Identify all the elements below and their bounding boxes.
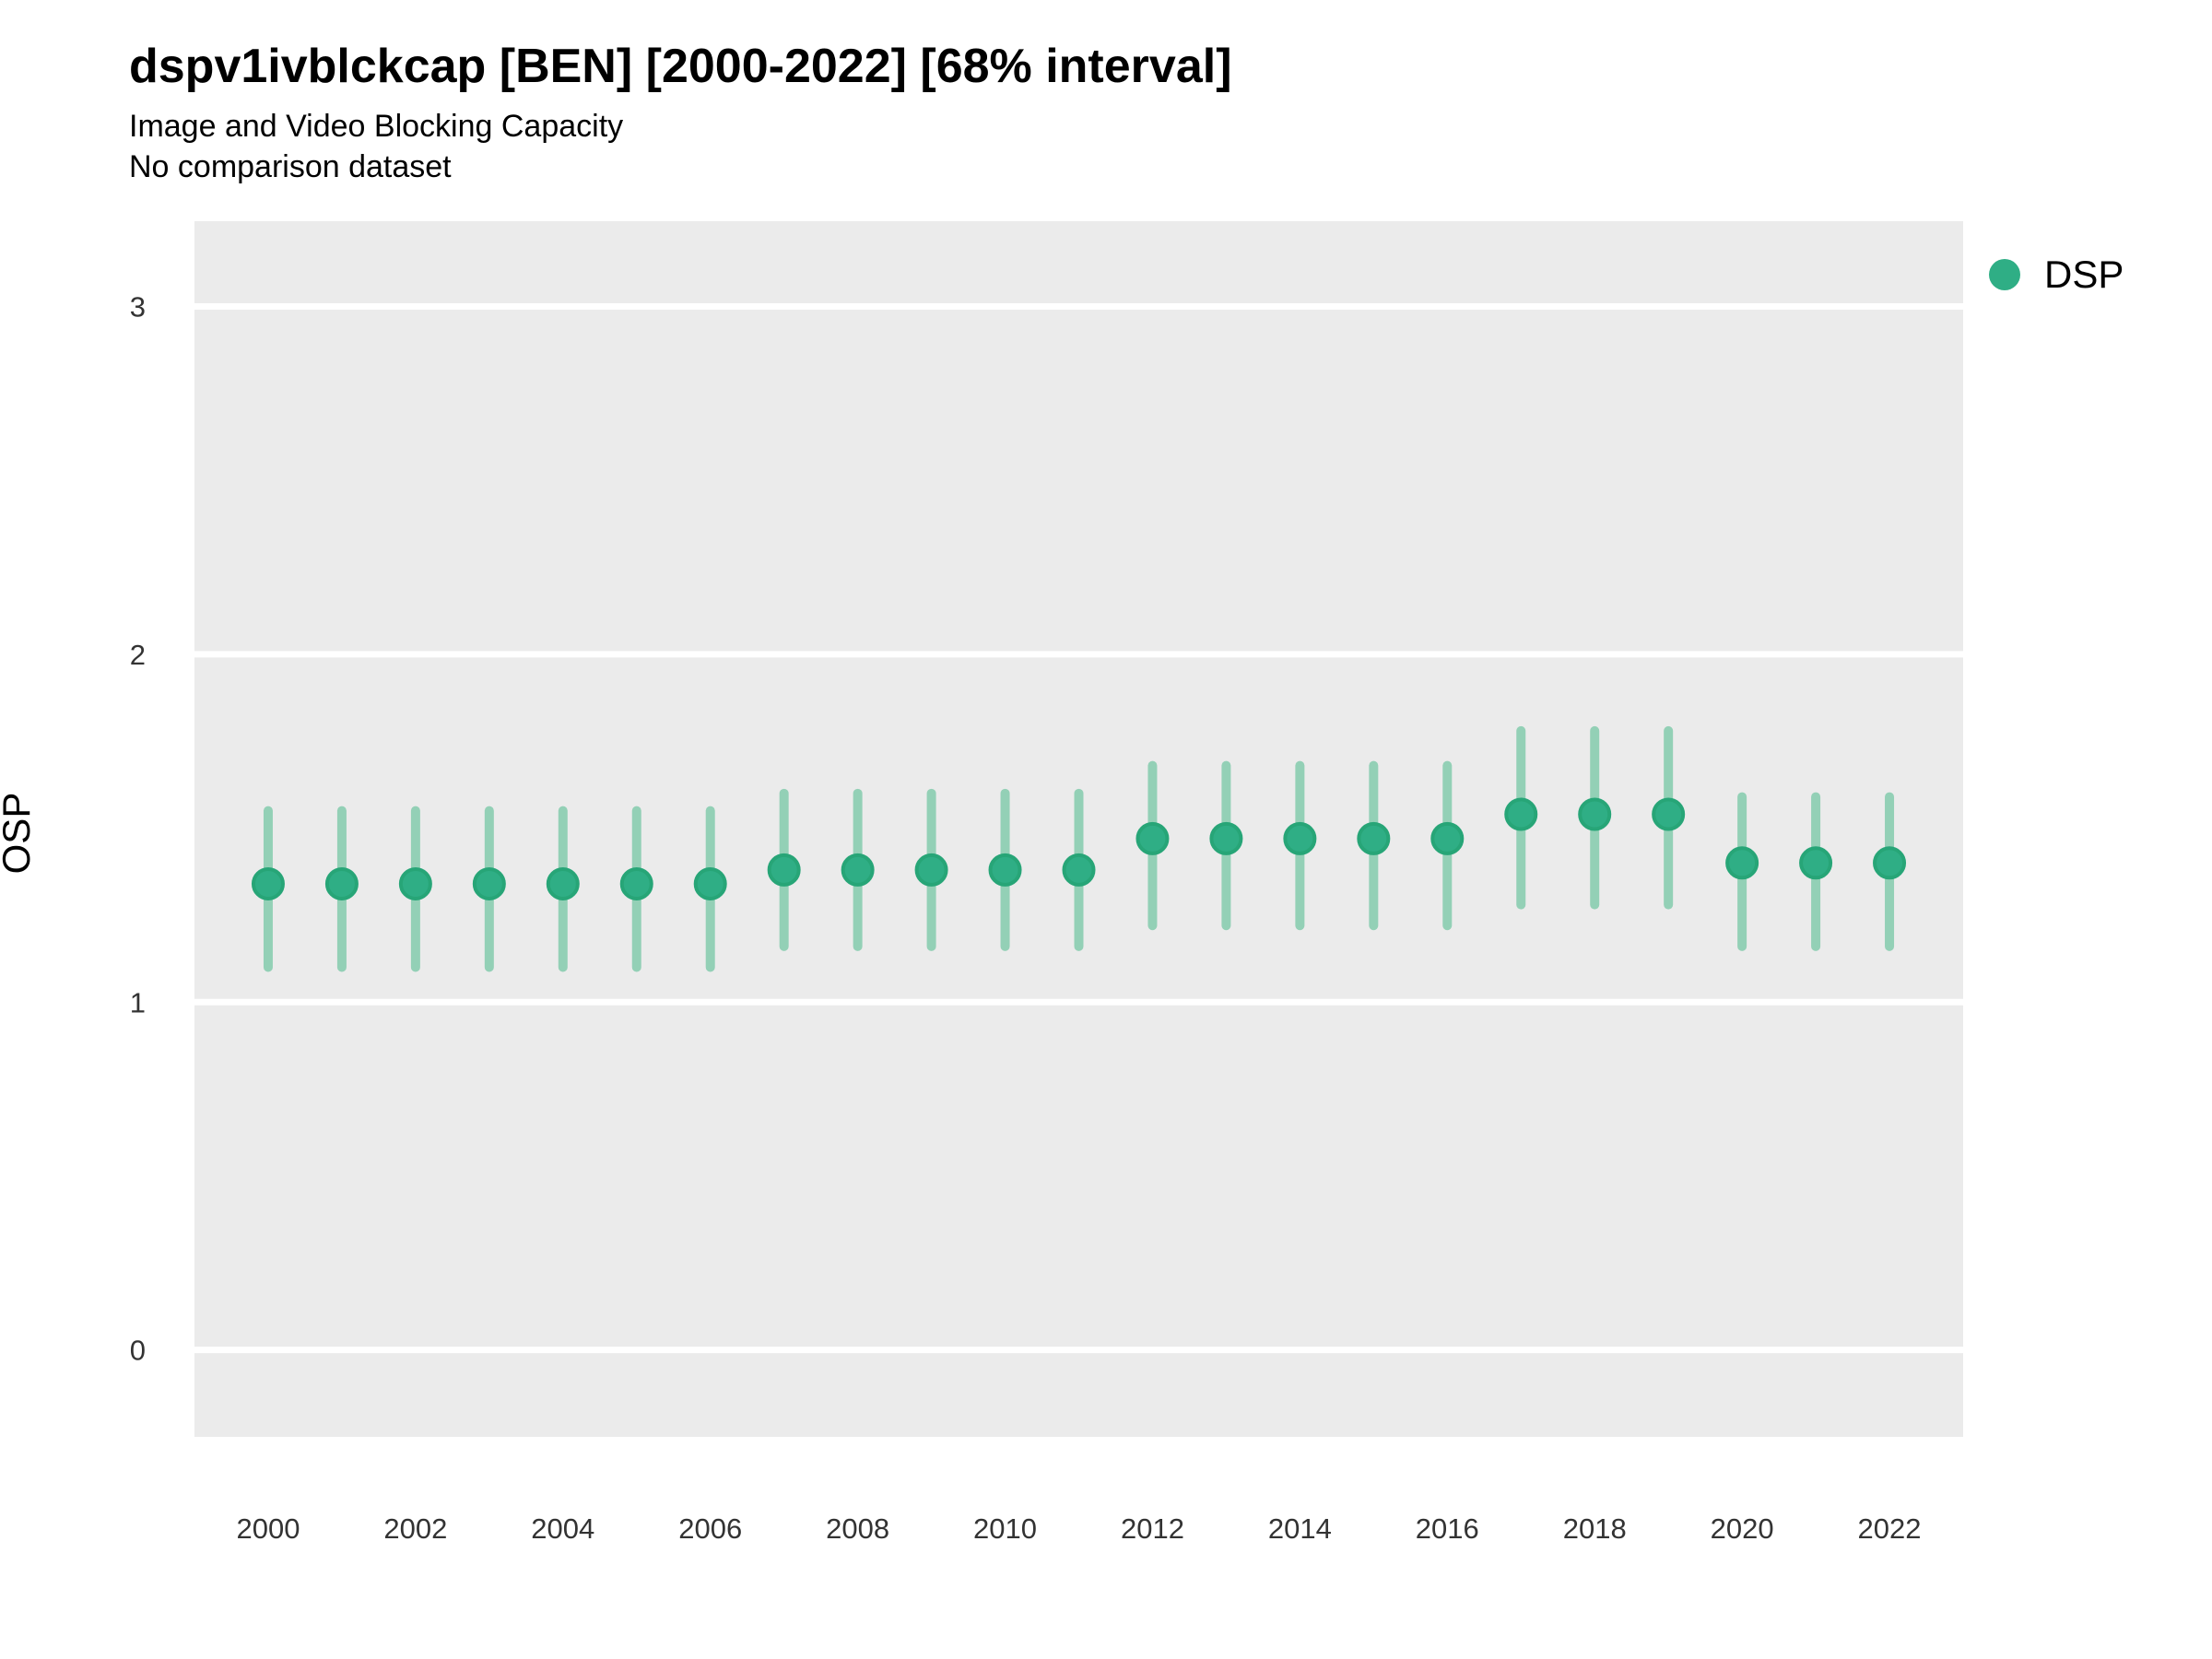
data-point-2010 [988,853,1022,887]
data-point-2014 [1283,821,1317,855]
chart-subtitle: Image and Video Blocking Capacity [129,109,624,144]
data-point-2011 [1062,853,1096,887]
legend-label: DSP [2044,253,2124,296]
data-point-2017 [1504,797,1538,831]
x-tick-label-2020: 2020 [1711,1512,1774,1545]
x-tick-label-2016: 2016 [1416,1512,1479,1545]
data-point-2015 [1357,821,1391,855]
data-point-2006 [693,866,727,900]
chart-comparison-note: No comparison dataset [129,149,452,184]
data-point-2007 [767,853,801,887]
x-tick-label-2000: 2000 [236,1512,300,1545]
data-point-2009 [914,853,948,887]
data-point-2019 [1652,797,1686,831]
x-tick-label-2012: 2012 [1121,1512,1184,1545]
chart-title: dspv1ivblckcap [BEN] [2000-2022] [68% in… [129,40,1232,93]
x-tick-label-2022: 2022 [1858,1512,1922,1545]
data-point-2001 [324,866,359,900]
y-tick-label-1: 1 [130,986,146,1018]
x-tick-label-2006: 2006 [678,1512,742,1545]
data-point-2004 [546,866,580,900]
x-tick-label-2010: 2010 [973,1512,1037,1545]
legend-dot-icon [1989,259,2020,290]
data-point-2008 [841,853,875,887]
y-tick-label-3: 3 [130,290,146,323]
data-point-2012 [1135,821,1170,855]
x-tick-label-2014: 2014 [1268,1512,1332,1545]
data-point-2018 [1578,797,1612,831]
data-point-2003 [472,866,506,900]
data-point-2005 [619,866,653,900]
data-point-2002 [398,866,432,900]
data-point-2000 [251,866,285,900]
x-tick-label-2004: 2004 [531,1512,594,1545]
y-tick-label-2: 2 [130,639,146,671]
data-point-2016 [1430,821,1465,855]
data-point-2013 [1209,821,1243,855]
legend: DSP [1989,253,2124,297]
y-tick-label-0: 0 [130,1335,146,1367]
data-point-2020 [1725,846,1759,880]
data-point-2022 [1873,846,1907,880]
x-tick-label-2008: 2008 [826,1512,889,1545]
data-point-2021 [1799,846,1833,880]
x-tick-label-2002: 2002 [383,1512,447,1545]
x-tick-label-2018: 2018 [1563,1512,1627,1545]
